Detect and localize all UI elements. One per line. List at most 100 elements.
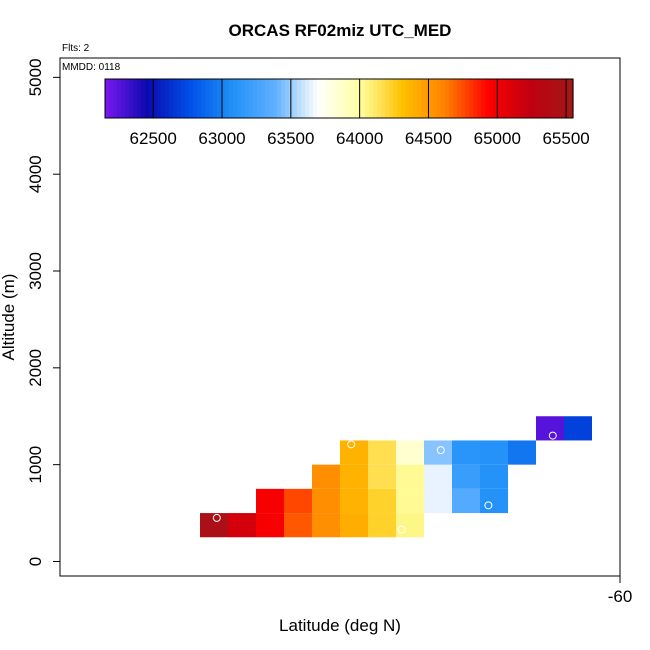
colorbar-swatch <box>157 79 162 118</box>
colorbar-frame <box>104 78 574 119</box>
heatmap-cell <box>368 440 396 465</box>
colorbar-swatch <box>449 79 454 118</box>
colorbar-swatch <box>337 79 342 118</box>
colorbar-swatch <box>301 79 306 118</box>
x-axis: -60 <box>608 576 632 606</box>
colorbar-swatch <box>445 79 450 118</box>
colorbar-tick-label: 63000 <box>198 129 245 148</box>
colorbar-swatch <box>145 79 150 118</box>
colorbar-swatch <box>497 79 502 118</box>
colorbar-swatch <box>369 79 374 118</box>
colorbar-tick-label: 64500 <box>405 129 452 148</box>
y-axis-label: Altitude (m) <box>0 274 18 361</box>
colorbar-swatch <box>421 79 426 118</box>
colorbar-swatch <box>137 79 142 118</box>
y-tick-label: 5000 <box>26 58 45 96</box>
colorbar-swatch <box>105 79 110 118</box>
heatmap-cells <box>200 416 592 538</box>
colorbar-swatch <box>161 79 166 118</box>
colorbar-swatch <box>273 79 278 118</box>
flights-annotation: Flts: 2 <box>62 43 90 54</box>
colorbar-swatch <box>221 79 226 118</box>
colorbar-swatch <box>401 79 406 118</box>
heatmap-cell <box>256 513 284 538</box>
colorbar-swatch <box>197 79 202 118</box>
colorbar-swatch <box>389 79 394 118</box>
colorbar-swatch <box>225 79 230 118</box>
colorbar-swatch <box>481 79 486 118</box>
colorbar-swatch <box>373 79 378 118</box>
plot-frame <box>59 57 621 577</box>
observation-marker <box>212 513 221 522</box>
heatmap-cell <box>536 416 564 441</box>
colorbar-swatch <box>437 79 442 118</box>
colorbar-swatch <box>533 79 538 118</box>
colorbar-swatch <box>345 79 350 118</box>
colorbar-swatch <box>133 79 138 118</box>
colorbar-swatch <box>517 79 522 118</box>
colorbar-swatch <box>549 79 554 118</box>
observation-marker <box>484 501 493 510</box>
colorbar-swatch <box>473 79 478 118</box>
colorbar-swatch <box>257 79 262 118</box>
heatmap-cell <box>480 488 508 514</box>
colorbar-swatch <box>557 79 562 118</box>
colorbar-swatch <box>425 79 430 118</box>
colorbar-swatch <box>569 79 574 118</box>
colorbar-swatch <box>153 79 158 118</box>
heatmap-cell <box>508 440 536 465</box>
colorbar-swatch <box>525 79 530 118</box>
y-tick-label: 4000 <box>26 155 45 193</box>
heatmap-cell <box>396 513 424 538</box>
date-annotation: MMDD: 0118 <box>62 62 121 73</box>
colorbar-swatch <box>397 79 402 118</box>
colorbar-swatch <box>537 79 542 118</box>
colorbar-swatch <box>381 79 386 118</box>
heatmap-cell <box>368 488 396 514</box>
colorbar-swatch <box>565 79 570 118</box>
observation-marker <box>397 525 406 534</box>
colorbar-swatch <box>353 79 358 118</box>
heatmap-cell <box>452 440 480 465</box>
colorbar-swatch <box>545 79 550 118</box>
colorbar-swatch <box>249 79 254 118</box>
colorbar-swatch <box>229 79 234 118</box>
colorbar-swatch <box>245 79 250 118</box>
heatmap-cell <box>312 513 340 538</box>
colorbar-swatch <box>393 79 398 118</box>
colorbar-swatch <box>361 79 366 118</box>
colorbar-swatch <box>477 79 482 118</box>
observation-marker <box>548 431 557 440</box>
y-tick-label: 1000 <box>26 446 45 484</box>
colorbar-swatch <box>429 79 434 118</box>
heatmap-cell <box>368 464 396 489</box>
colorbar-swatch <box>385 79 390 118</box>
colorbar-swatch <box>365 79 370 118</box>
colorbar-swatch <box>269 79 274 118</box>
y-tick-label: 3000 <box>26 252 45 290</box>
colorbar-swatch <box>509 79 514 118</box>
colorbar-swatch <box>341 79 346 118</box>
colorbar-swatch <box>297 79 302 118</box>
observation-marker <box>347 440 356 449</box>
colorbar-swatch <box>281 79 286 118</box>
colorbar-swatch <box>453 79 458 118</box>
colorbar-swatch <box>561 79 566 118</box>
colorbar-swatch <box>125 79 130 118</box>
observation-marker <box>436 446 445 455</box>
colorbar-swatch <box>277 79 282 118</box>
colorbar-swatch <box>177 79 182 118</box>
colorbar-swatch <box>529 79 534 118</box>
colorbar-swatch <box>205 79 210 118</box>
colorbar-swatch <box>181 79 186 118</box>
x-axis-label: Latitude (deg N) <box>279 616 401 635</box>
colorbar-swatch <box>233 79 238 118</box>
colorbar-swatch <box>109 79 114 118</box>
colorbar-tick-label: 63500 <box>267 129 314 148</box>
colorbar-swatch <box>285 79 290 118</box>
y-tick-label: 2000 <box>26 349 45 387</box>
heatmap-cell <box>312 488 340 514</box>
colorbar-tick-label: 64000 <box>336 129 383 148</box>
heatmap-cell <box>228 513 256 538</box>
